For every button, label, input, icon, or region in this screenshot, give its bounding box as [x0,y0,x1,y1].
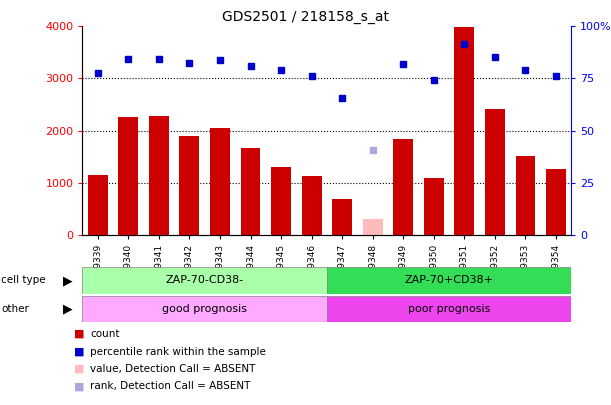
Bar [332,199,352,235]
Text: value, Detection Call = ABSENT: value, Detection Call = ABSENT [90,364,256,374]
Text: other: other [1,304,29,314]
Bar [149,116,169,235]
Bar [82,296,327,322]
Bar [363,219,382,235]
Bar [271,166,291,235]
Bar [516,156,535,235]
Bar [424,177,444,235]
Text: ■: ■ [74,364,85,374]
Text: ■: ■ [74,347,85,356]
Text: count: count [90,329,120,339]
Text: ■: ■ [74,329,85,339]
Bar [82,267,327,294]
Bar [393,139,413,235]
Bar [546,169,566,235]
Bar [241,148,260,235]
Text: cell type: cell type [1,275,46,286]
Text: ZAP-70-CD38-: ZAP-70-CD38- [166,275,244,286]
Text: poor prognosis: poor prognosis [408,304,490,314]
Bar [88,175,108,235]
Bar [485,109,505,235]
Bar [180,136,199,235]
Bar [327,267,571,294]
Bar [119,117,138,235]
Bar [210,128,230,235]
Bar [455,28,474,235]
Text: ▶: ▶ [62,274,72,287]
Text: percentile rank within the sample: percentile rank within the sample [90,347,266,356]
Bar [302,176,321,235]
Text: good prognosis: good prognosis [162,304,247,314]
Text: ZAP-70+CD38+: ZAP-70+CD38+ [404,275,494,286]
Text: rank, Detection Call = ABSENT: rank, Detection Call = ABSENT [90,382,251,391]
Text: ■: ■ [74,382,85,391]
Text: GDS2501 / 218158_s_at: GDS2501 / 218158_s_at [222,10,389,24]
Text: ▶: ▶ [62,302,72,315]
Bar [327,296,571,322]
